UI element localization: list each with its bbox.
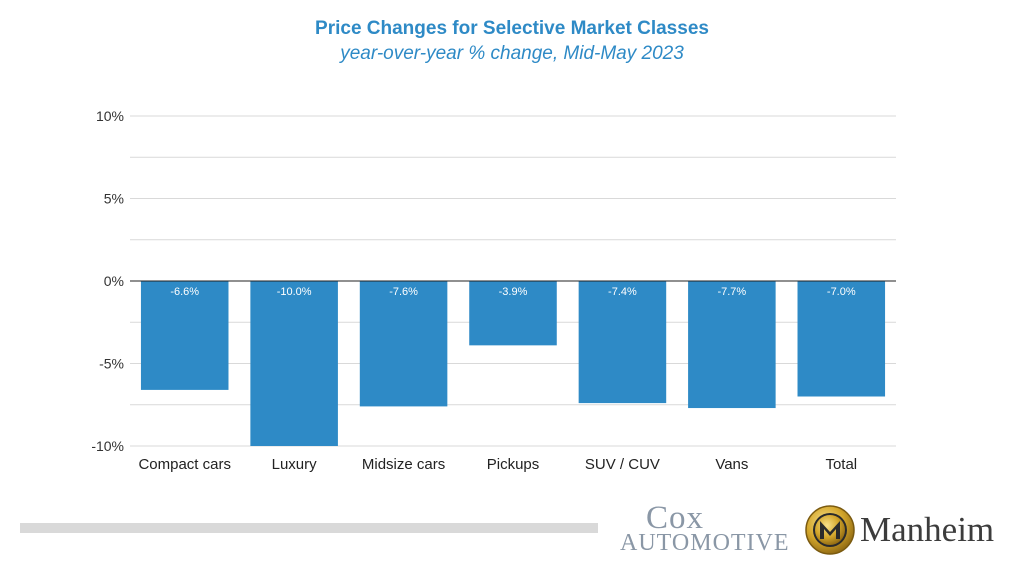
data-label: -10.0% xyxy=(277,286,312,298)
x-tick-label: Total xyxy=(825,456,857,473)
y-tick-label: 5% xyxy=(104,191,124,207)
data-label: -3.9% xyxy=(499,286,528,298)
cox-logo-text: Cox xyxy=(646,500,705,536)
bar xyxy=(359,281,448,407)
bar xyxy=(578,281,667,404)
y-tick-label: -5% xyxy=(99,356,124,372)
footer-bar xyxy=(20,523,598,533)
y-tick-label: -10% xyxy=(91,438,124,454)
data-label: -7.0% xyxy=(827,286,856,298)
bar xyxy=(469,281,557,346)
y-tick-label: 0% xyxy=(104,273,124,289)
chart-subtitle: year-over-year % change, Mid-May 2023 xyxy=(340,43,684,64)
x-tick-label: Midsize cars xyxy=(362,456,445,473)
data-label: -7.6% xyxy=(389,286,418,298)
x-tick-label: SUV / CUV xyxy=(585,456,660,473)
bar xyxy=(797,281,886,397)
x-tick-label: Compact cars xyxy=(138,456,231,473)
chart-title: Price Changes for Selective Market Class… xyxy=(315,18,709,39)
bar-chart: 10% 5% 0% -5% -10% -6.6% Compact cars -10.0% Lux… xyxy=(91,108,896,473)
data-label: -6.6% xyxy=(170,286,199,298)
bar xyxy=(688,281,776,409)
data-label: -7.7% xyxy=(717,286,746,298)
cox-automotive-logo: Cox AUTOMOTIVE xyxy=(612,500,792,560)
y-tick-label: 10% xyxy=(96,108,124,124)
x-tick-label: Luxury xyxy=(272,456,318,473)
manheim-seal-icon xyxy=(805,505,855,555)
manheim-logo: Manheim xyxy=(805,502,1015,560)
automotive-logo-text: AUTOMOTIVE xyxy=(620,530,790,556)
x-tick-label: Vans xyxy=(715,456,748,473)
data-label: -7.4% xyxy=(608,286,637,298)
manheim-logo-text: Manheim xyxy=(860,510,995,549)
bar xyxy=(250,281,338,446)
x-tick-label: Pickups xyxy=(487,456,540,473)
bar xyxy=(140,281,229,390)
